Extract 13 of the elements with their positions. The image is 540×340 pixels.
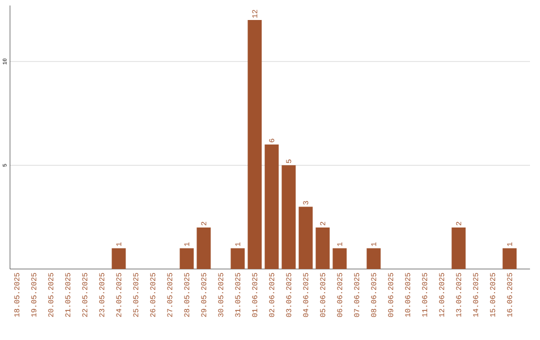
bar — [196, 228, 211, 269]
bar — [230, 248, 245, 269]
bar — [452, 228, 466, 269]
bar — [264, 144, 279, 269]
bar — [502, 248, 517, 269]
bar — [366, 248, 381, 269]
bar — [316, 228, 330, 269]
bar — [112, 248, 126, 269]
bar — [282, 165, 296, 269]
bar — [298, 206, 313, 269]
bar — [248, 20, 262, 269]
bar — [332, 248, 347, 269]
bar — [180, 248, 194, 269]
